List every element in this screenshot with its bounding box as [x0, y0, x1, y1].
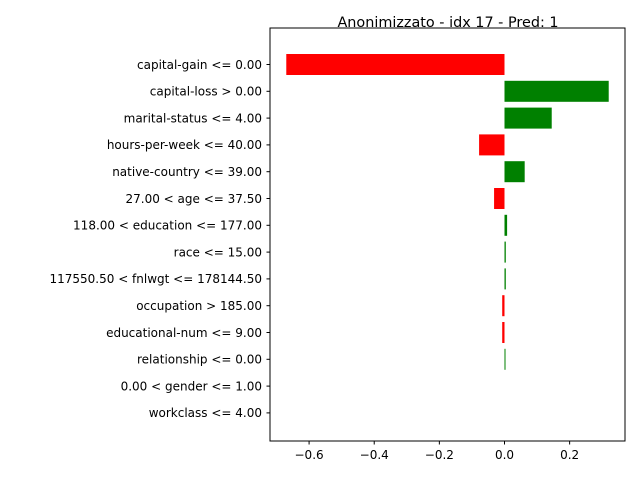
x-tick-label-1: −0.6 [295, 448, 324, 462]
y-tick-label-13: 0.00 < gender <= 1.00 [121, 379, 262, 393]
bar-2 [504, 80, 609, 102]
y-tick-label-1: capital-gain <= 0.00 [137, 58, 262, 72]
bar-7 [504, 214, 508, 236]
plot-area: capital-gain <= 0.00 capital-loss > 0.00 m… [49, 54, 609, 462]
y-tick-label-6: 27.00 < age <= 37.50 [126, 192, 262, 206]
x-tick-label-4: 0.0 [495, 448, 514, 462]
y-tick-label-11: educational-num <= 9.00 [106, 326, 262, 340]
bar-3 [504, 107, 552, 129]
bar-6 [494, 188, 505, 209]
bar-5 [504, 161, 525, 183]
y-tick-label-14: workclass <= 4.00 [149, 406, 262, 420]
x-tick-label-5: 0.2 [560, 448, 579, 462]
chart-title: Anonimizzato - idx 17 - Pred: 1 [337, 15, 558, 31]
y-tick-label-2: capital-loss > 0.00 [150, 85, 262, 99]
bar-1 [286, 54, 505, 75]
y-tick-label-7: 118.00 < education <= 177.00 [73, 219, 262, 233]
y-tick-label-12: relationship <= 0.00 [137, 353, 262, 367]
y-tick-label-5: native-country <= 39.00 [112, 165, 262, 179]
bar-4 [479, 134, 505, 156]
x-tick-label-3: −0.2 [425, 448, 454, 462]
plot-frame [269, 27, 626, 442]
y-tick-label-10: occupation > 185.00 [136, 299, 262, 313]
bar-12 [504, 348, 506, 370]
y-tick-label-3: marital-status <= 4.00 [124, 111, 262, 125]
y-tick-label-4: hours-per-week <= 40.00 [107, 138, 262, 152]
x-tick-label-2: −0.4 [360, 448, 389, 462]
y-tick-label-9: 117550.50 < fnlwgt <= 178144.50 [49, 272, 262, 286]
bar-9 [504, 268, 506, 290]
bar-10 [502, 295, 505, 317]
bar-11 [502, 322, 505, 343]
bar-8 [504, 241, 506, 263]
y-tick-label-8: race <= 15.00 [174, 245, 262, 259]
